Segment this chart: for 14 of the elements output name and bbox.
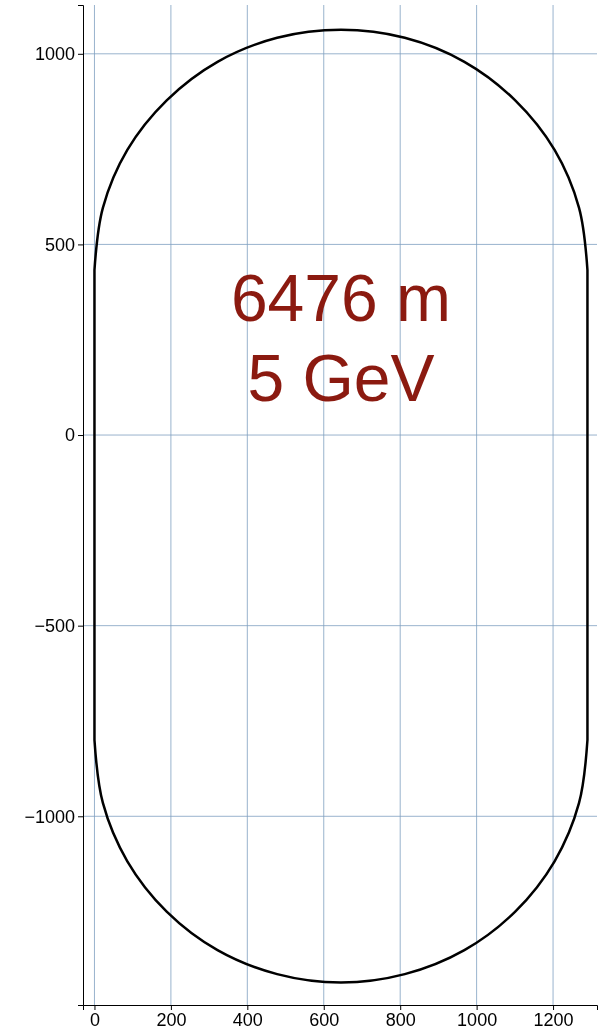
- y-tick-label: 0: [64, 425, 75, 446]
- x-tick-label: 0: [89, 1009, 100, 1030]
- x-tick-label: 800: [385, 1009, 416, 1030]
- x-tick-label: 400: [232, 1009, 263, 1030]
- y-tick-label: 500: [44, 234, 75, 255]
- y-tick-label: −500: [34, 615, 75, 636]
- x-tick-label: 1200: [533, 1009, 574, 1030]
- x-tick-label: 1000: [457, 1009, 498, 1030]
- x-tick-label: 200: [156, 1009, 187, 1030]
- annotation: 5 GeV: [247, 340, 435, 415]
- y-tick-label: −1000: [24, 806, 75, 827]
- x-tick-label: 600: [309, 1009, 340, 1030]
- annotation: 6476 m: [230, 260, 452, 335]
- y-tick-label: 1000: [34, 44, 75, 65]
